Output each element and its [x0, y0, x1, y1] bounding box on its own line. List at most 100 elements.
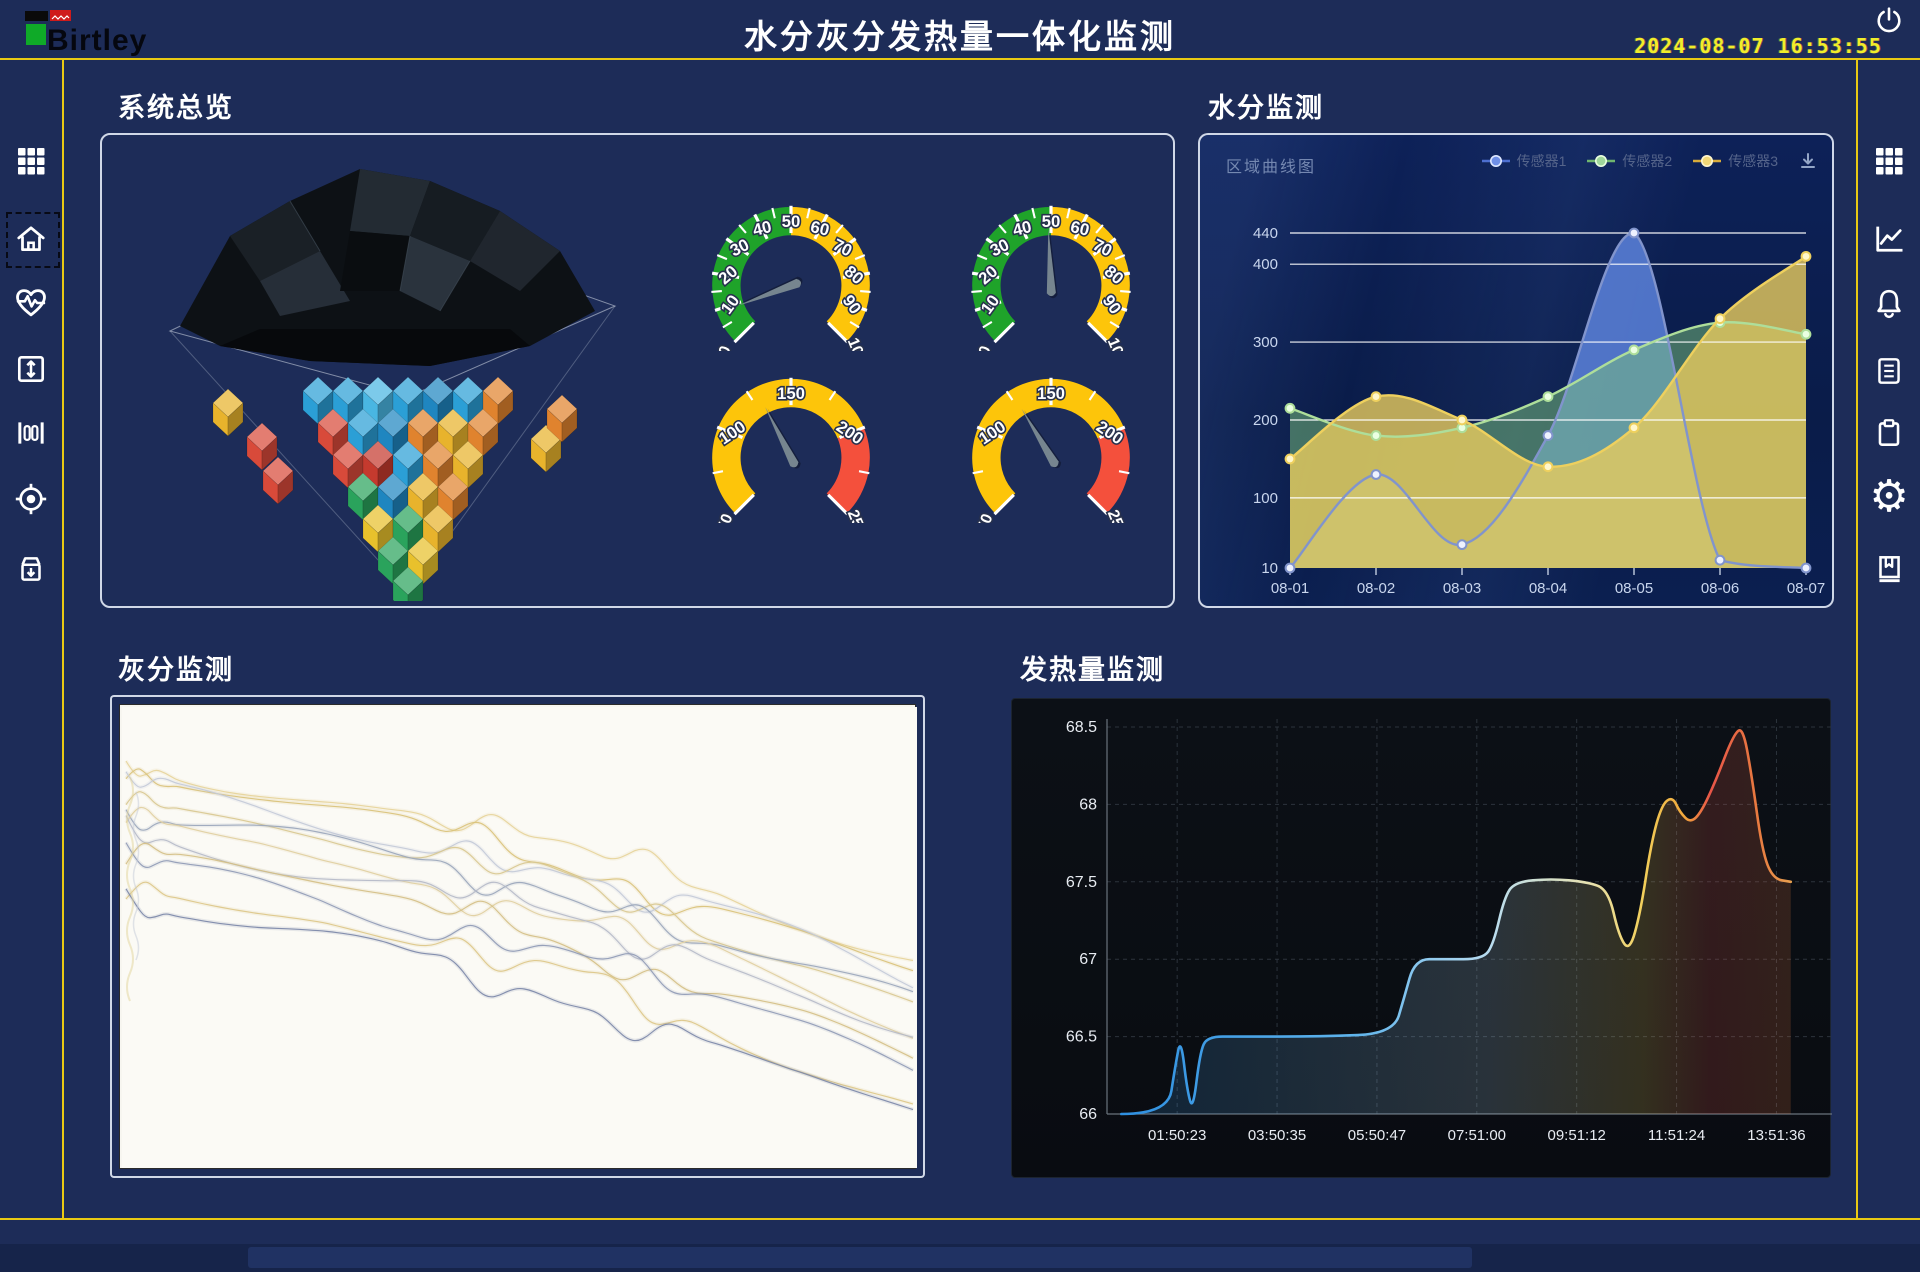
ash-multiline-chart[interactable]	[122, 707, 917, 1168]
power-button[interactable]	[1874, 6, 1904, 36]
logbook-icon	[1879, 556, 1900, 583]
sidebar-right-alarm-bell[interactable]	[1868, 282, 1910, 324]
moisture-panel-title: 水分监测	[1208, 93, 1324, 123]
moisture-panel: 区域曲线图 传感器1 传感器2 传感器3 10 100 200 300 400 440 08…	[1198, 133, 1834, 608]
overview-panel-title: 系统总览	[118, 93, 234, 123]
sidebar-left-health-monitor[interactable]	[10, 282, 52, 324]
trend-chart-icon	[1876, 226, 1903, 252]
svg-text:08-01: 08-01	[1271, 580, 1309, 597]
svg-text:08-02: 08-02	[1357, 580, 1395, 597]
svg-text:67: 67	[1079, 951, 1097, 968]
legend-item-sensor2[interactable]: 传感器2	[1586, 151, 1672, 171]
svg-text:01:50:23: 01:50:23	[1148, 1127, 1206, 1144]
calorific-panel-title: 发热量监测	[1020, 655, 1165, 685]
moisture-area-chart[interactable]: 10 100 200 300 400 440 08-01 08-02 08-03 08-04 08-…	[1200, 183, 1832, 606]
svg-text:400: 400	[1253, 256, 1278, 273]
legend-marker-yellow	[1693, 155, 1722, 167]
sidebar-left-menu-grid[interactable]	[10, 140, 52, 182]
frame-line-left	[62, 58, 64, 1220]
ash-chart-frame	[119, 704, 917, 1169]
legend-item-sensor3[interactable]: 传感器3	[1692, 151, 1778, 171]
svg-text:66.5: 66.5	[1066, 1029, 1097, 1046]
moisture-chart-label: 区域曲线图	[1226, 159, 1317, 176]
svg-text:10: 10	[1261, 560, 1278, 577]
measure-bars-icon	[18, 422, 44, 444]
settings-gear-icon: ⚙	[1869, 471, 1909, 522]
archive-download-icon	[21, 557, 41, 581]
svg-text:440: 440	[1253, 225, 1278, 242]
svg-text:08-07: 08-07	[1787, 580, 1825, 597]
overview-panel: 0 10 20 30 40 50 60 70 80 90 100 0 10 20 30 40 50 60 70 80…	[100, 133, 1175, 608]
legend-marker-green	[1587, 155, 1616, 167]
power-icon	[1877, 7, 1901, 33]
svg-text:0: 0	[976, 343, 995, 351]
home-icon	[17, 226, 45, 252]
svg-text:07:51:00: 07:51:00	[1448, 1127, 1506, 1144]
alarm-bell-icon	[1877, 289, 1901, 319]
sidebar-left-target[interactable]	[10, 478, 52, 520]
svg-text:08-03: 08-03	[1443, 580, 1481, 597]
logo-black-block	[25, 11, 48, 21]
calorific-line-chart[interactable]: 01:50:23 03:50:35 05:50:47 07:51:00 09:51:12…	[1012, 699, 1832, 1179]
clipboard-icon	[1878, 419, 1900, 446]
svg-text:13:51:36: 13:51:36	[1747, 1127, 1805, 1144]
svg-text:40: 40	[751, 217, 774, 240]
svg-text:0: 0	[716, 343, 735, 351]
ash-panel-title: 灰分监测	[118, 655, 234, 685]
sidebar-right-clipboard[interactable]	[1868, 412, 1910, 454]
sidebar-right-settings[interactable]: ⚙	[1868, 471, 1910, 522]
frame-line-right	[1856, 58, 1858, 1220]
menu-grid-icon	[1876, 148, 1903, 175]
legend-item-sensor1[interactable]: 传感器1	[1481, 151, 1566, 171]
frame-line-top	[0, 58, 1920, 60]
target-icon	[15, 483, 47, 515]
brand-logo: Birtley	[25, 8, 205, 57]
bottom-bar-inner	[248, 1247, 1472, 1268]
svg-text:150: 150	[1037, 384, 1065, 403]
download-icon[interactable]	[1798, 151, 1818, 171]
sidebar-left-vertical-range[interactable]	[10, 348, 52, 390]
svg-text:08-06: 08-06	[1701, 580, 1739, 597]
moisture-legend: 传感器1 传感器2 传感器3	[1481, 151, 1818, 171]
heart-pulse-icon	[16, 289, 46, 317]
datetime-display: 2024-08-07 16:53:55	[1634, 34, 1882, 58]
sidebar-right-menu-grid[interactable]	[1868, 140, 1910, 182]
svg-text:68.5: 68.5	[1066, 719, 1097, 736]
sidebar-left-archive-download[interactable]	[10, 548, 52, 590]
legend-marker-blue	[1481, 155, 1510, 167]
svg-text:09:51:12: 09:51:12	[1548, 1127, 1606, 1144]
sidebar-right-report-document[interactable]	[1868, 350, 1910, 392]
svg-text:100: 100	[1253, 490, 1278, 507]
selected-item-outline	[6, 212, 60, 268]
calorific-panel: 01:50:23 03:50:35 05:50:47 07:51:00 09:51:12…	[1011, 698, 1832, 1179]
sidebar-right-trend-chart[interactable]	[1868, 218, 1910, 260]
gauge-needle	[1046, 228, 1056, 297]
sidebar-left-measure-bars[interactable]	[10, 412, 52, 454]
sidebar-right-logbook[interactable]	[1868, 548, 1910, 590]
svg-text:05:50:47: 05:50:47	[1348, 1127, 1406, 1144]
svg-text:08-04: 08-04	[1529, 580, 1567, 597]
svg-text:66: 66	[1079, 1106, 1097, 1123]
page-title: 水分灰分发热量一体化监测	[744, 18, 1176, 55]
svg-text:50: 50	[974, 511, 997, 523]
report-document-icon	[1878, 358, 1900, 384]
right-sidebar: ⚙	[1858, 60, 1920, 1218]
sidebar-left-home[interactable]	[10, 218, 52, 260]
svg-text:08-05: 08-05	[1615, 580, 1653, 597]
svg-text:68: 68	[1079, 796, 1097, 813]
svg-text:11:51:24: 11:51:24	[1648, 1127, 1705, 1144]
gauge-needle	[1021, 409, 1059, 468]
svg-text:50: 50	[714, 511, 737, 523]
svg-text:50: 50	[782, 212, 801, 231]
gauge-needle	[737, 278, 802, 306]
ash-panel	[110, 695, 925, 1178]
vertical-range-icon	[17, 355, 45, 383]
svg-text:67.5: 67.5	[1066, 874, 1097, 891]
left-sidebar	[0, 60, 62, 1218]
svg-text:50: 50	[1042, 212, 1061, 231]
